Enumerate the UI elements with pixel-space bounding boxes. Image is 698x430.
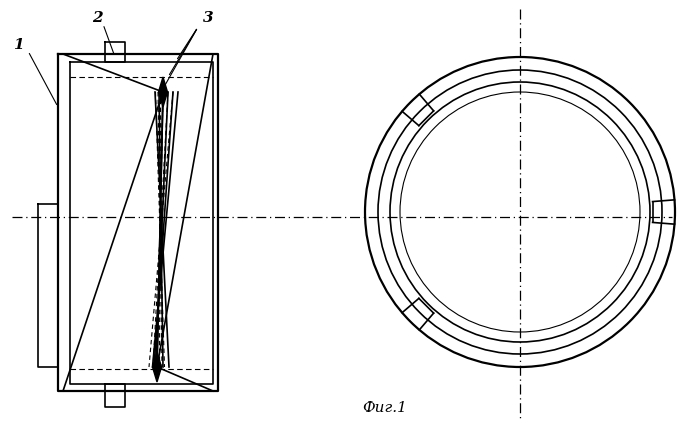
Text: 3: 3 bbox=[202, 11, 214, 25]
Polygon shape bbox=[158, 78, 168, 108]
Text: 2: 2 bbox=[91, 11, 103, 25]
Text: Фиг.1: Фиг.1 bbox=[362, 400, 408, 414]
Polygon shape bbox=[152, 352, 161, 382]
Text: 1: 1 bbox=[13, 38, 23, 52]
